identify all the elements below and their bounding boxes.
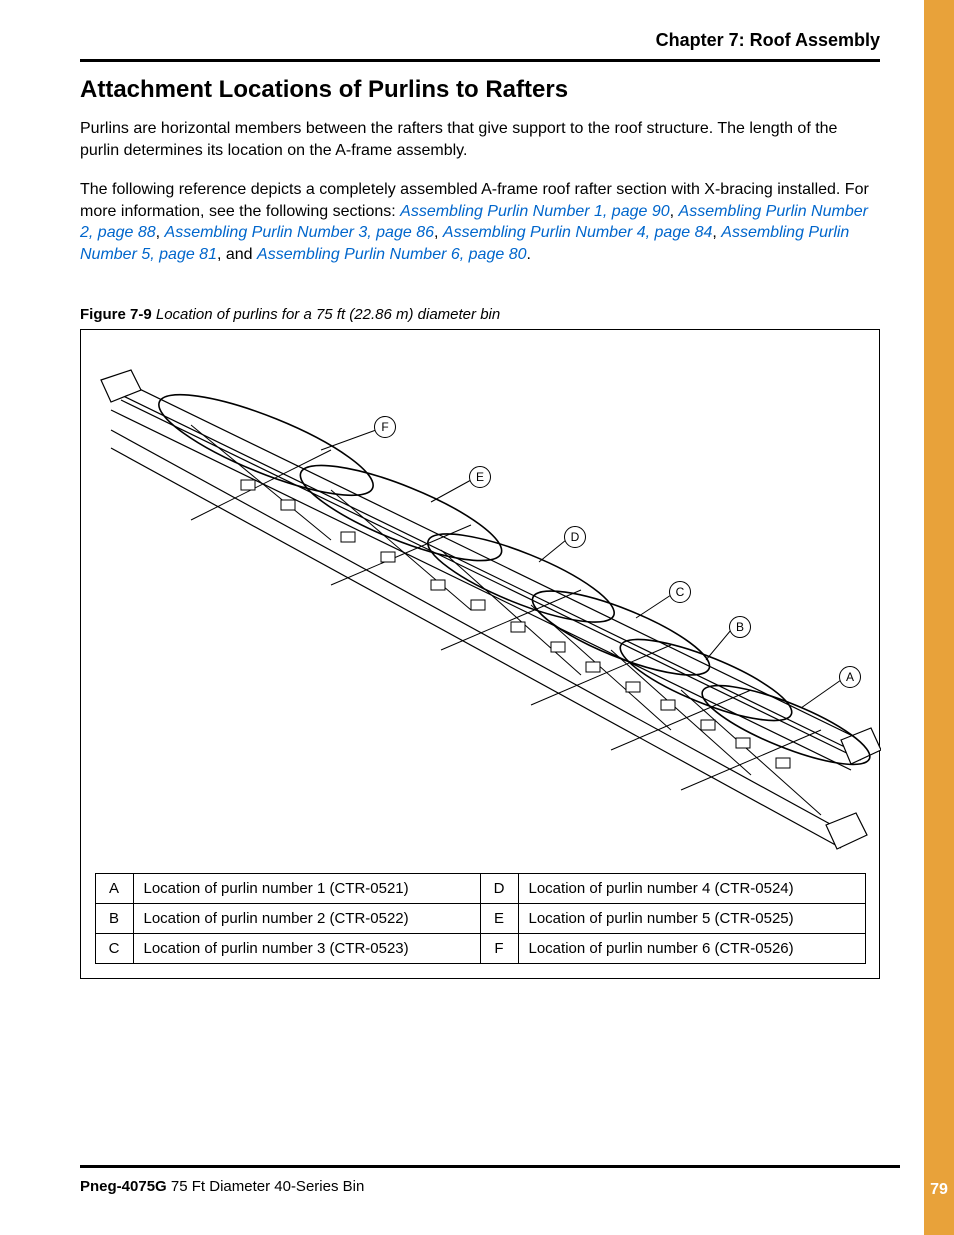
legend-key-b: B bbox=[95, 903, 134, 934]
figure-label: Figure 7-9 bbox=[80, 306, 152, 323]
page-content: Chapter 7: Roof Assembly Attachment Loca… bbox=[80, 30, 880, 979]
legend-val-f: Location of purlin number 6 (CTR-0526) bbox=[518, 933, 866, 964]
diagram: A B C D E F bbox=[81, 330, 879, 860]
legend-val-d: Location of purlin number 4 (CTR-0524) bbox=[518, 873, 866, 904]
legend-key-a: A bbox=[95, 873, 134, 904]
legend-key-c: C bbox=[95, 933, 134, 964]
sep: . bbox=[527, 246, 531, 263]
footer-doc-title: 75 Ft Diameter 40-Series Bin bbox=[171, 1178, 364, 1195]
sep: , bbox=[712, 224, 721, 241]
legend-val-c: Location of purlin number 3 (CTR-0523) bbox=[133, 933, 481, 964]
figure-box: A B C D E F A Location of purlin number … bbox=[80, 329, 880, 979]
legend-val-a: Location of purlin number 1 (CTR-0521) bbox=[133, 873, 481, 904]
sep: , bbox=[156, 224, 165, 241]
page-number: 79 bbox=[924, 1181, 954, 1199]
intro-paragraph-2: The following reference depicts a comple… bbox=[80, 179, 880, 265]
section-title: Attachment Locations of Purlins to Rafte… bbox=[80, 76, 880, 104]
link-purlin-4[interactable]: Assembling Purlin Number 4, page 84 bbox=[443, 224, 712, 241]
figure-caption-text: Location of purlins for a 75 ft (22.86 m… bbox=[156, 306, 500, 323]
side-accent-bar bbox=[924, 0, 954, 1235]
legend-key-d: D bbox=[480, 873, 519, 904]
callout-b: B bbox=[729, 616, 751, 638]
sep: , bbox=[434, 224, 443, 241]
footer-left: Pneg-4075G 75 Ft Diameter 40-Series Bin bbox=[80, 1178, 364, 1195]
callout-d: D bbox=[564, 526, 586, 548]
figure-caption: Figure 7-9 Location of purlins for a 75 … bbox=[80, 306, 880, 323]
legend-key-e: E bbox=[480, 903, 519, 934]
rafter-diagram-svg bbox=[81, 330, 881, 860]
callout-c: C bbox=[669, 581, 691, 603]
chapter-header: Chapter 7: Roof Assembly bbox=[80, 30, 880, 62]
page-footer: Pneg-4075G 75 Ft Diameter 40-Series Bin bbox=[80, 1165, 900, 1195]
sep: , bbox=[670, 203, 679, 220]
link-purlin-1[interactable]: Assembling Purlin Number 1, page 90 bbox=[400, 203, 669, 220]
callout-a: A bbox=[839, 666, 861, 688]
footer-doc-code: Pneg-4075G bbox=[80, 1178, 167, 1195]
link-purlin-6[interactable]: Assembling Purlin Number 6, page 80 bbox=[257, 246, 526, 263]
callout-f: F bbox=[374, 416, 396, 438]
callout-e: E bbox=[469, 466, 491, 488]
legend-table: A Location of purlin number 1 (CTR-0521)… bbox=[95, 874, 865, 964]
legend-key-f: F bbox=[480, 933, 519, 964]
sep: , and bbox=[217, 246, 257, 263]
legend-val-b: Location of purlin number 2 (CTR-0522) bbox=[133, 903, 481, 934]
link-purlin-3[interactable]: Assembling Purlin Number 3, page 86 bbox=[165, 224, 434, 241]
intro-paragraph-1: Purlins are horizontal members between t… bbox=[80, 118, 880, 161]
legend-val-e: Location of purlin number 5 (CTR-0525) bbox=[518, 903, 866, 934]
